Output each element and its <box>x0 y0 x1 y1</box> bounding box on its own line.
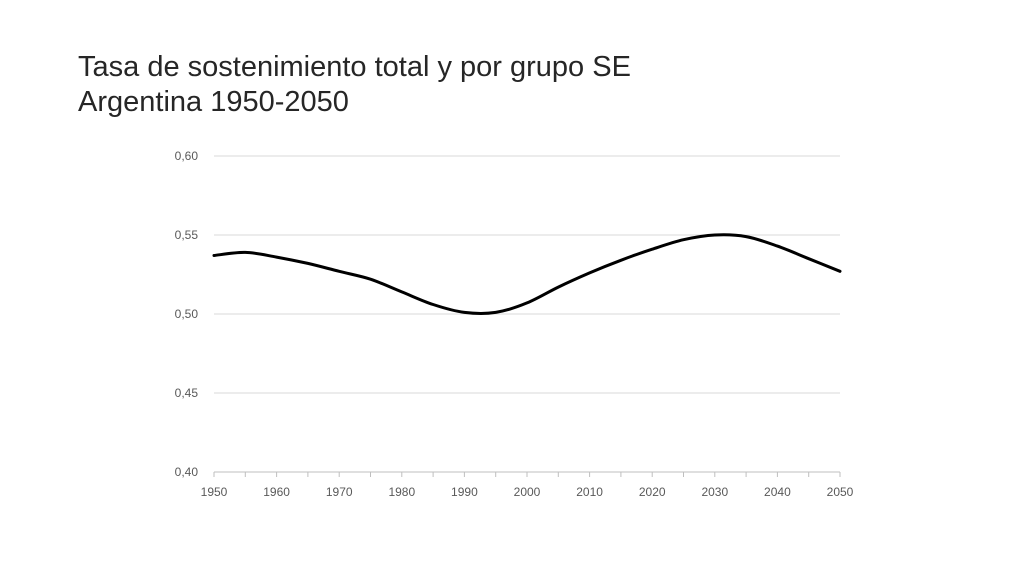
x-tick-label: 2020 <box>639 485 666 499</box>
x-tick-label: 2010 <box>576 485 603 499</box>
x-tick-label: 1950 <box>201 485 228 499</box>
y-axis-tick-labels: 0,40 0,45 0,50 0,55 0,60 <box>175 149 199 479</box>
x-tick-label: 2050 <box>827 485 854 499</box>
x-tick-label: 1960 <box>263 485 290 499</box>
x-tick-label: 2030 <box>701 485 728 499</box>
y-tick-label: 0,40 <box>175 465 199 479</box>
series-line <box>212 233 842 315</box>
y-tick-label: 0,60 <box>175 149 199 163</box>
x-tick-label: 2000 <box>514 485 541 499</box>
y-tick-label: 0,55 <box>175 228 199 242</box>
x-axis-tick-labels: 1950 1960 1970 1980 1990 2000 2010 2020 2030 2040… <box>201 485 854 499</box>
gridlines <box>214 155 840 394</box>
series-layer <box>212 233 842 315</box>
y-tick-label: 0,50 <box>175 307 199 321</box>
slide-title: Tasa de sostenimiento total y por grupo … <box>78 50 978 120</box>
x-axis <box>213 471 841 477</box>
x-tick-label: 1970 <box>326 485 353 499</box>
x-tick-label: 2040 <box>764 485 791 499</box>
x-tick-label: 1980 <box>388 485 415 499</box>
slide-title-line-1: Tasa de sostenimiento total y por grupo … <box>78 51 631 83</box>
y-tick-label: 0,45 <box>175 386 199 400</box>
slide-title-line-2: Argentina 1950-2050 <box>78 86 349 118</box>
x-tick-label: 1990 <box>451 485 478 499</box>
